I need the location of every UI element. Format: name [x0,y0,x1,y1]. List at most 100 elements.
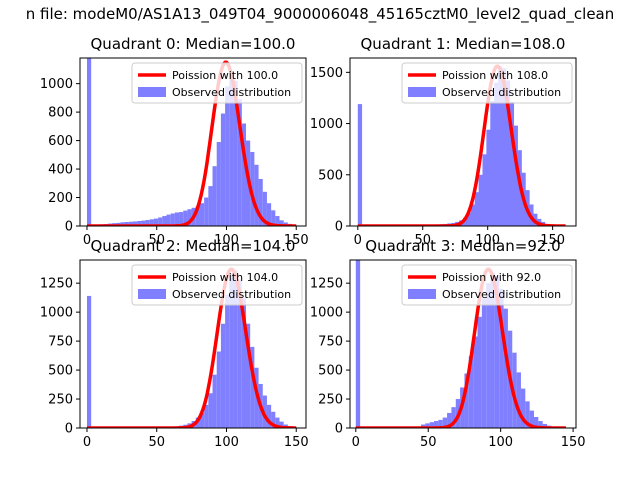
legend-label-observed: Observed distribution [172,86,291,99]
histogram-bar [482,154,487,226]
histogram-bar [246,323,251,428]
histogram-bar [451,407,456,428]
legend-patch-swatch [408,289,436,299]
histogram-bar [494,276,500,428]
quadrant-2-panel: Quadrant 2: Median=104.0 0 50 100 150 0 250 500… [40,237,309,450]
quadrant-1-panel: Quadrant 1: Median=108.00 50 100 1500500100… [310,35,577,248]
y-tick-label: 200 [48,191,73,206]
histogram-bar [233,80,238,226]
y-tick-label: 0 [65,220,73,235]
histogram-bar [183,210,188,226]
histogram-bar [179,212,184,226]
legend: Poission with 92.0 Observed distribution [401,264,573,306]
histogram-bar [494,82,499,226]
legend-label-observed: Observed distribution [442,86,561,99]
histogram-bar [425,423,430,428]
x-tick-label: 50 [148,233,165,248]
x-tick-label: 0 [83,233,91,248]
poisson-curve [357,64,567,226]
histogram-bar [262,395,267,428]
histogram-bar [533,416,539,428]
x-tick-label: 50 [414,233,431,248]
histogram-bar [279,220,284,226]
histogram-bar [199,203,205,226]
histogram-bar [355,260,361,428]
histogram-bar [133,221,138,226]
histogram-bar [145,220,150,226]
histogram-bar [208,393,213,428]
quadrant-0-panel: Quadrant 0: Median=100.0 0 50 100 150 0 200 400… [40,35,309,248]
y-tick-label: 1500 [310,66,343,81]
x-tick-label: 150 [284,233,309,248]
histogram-bar [266,203,272,226]
legend-box [401,62,573,104]
quadrant-3-panel: Quadrant 3: Median=92.0 0 50 100 150 0 250 500 7… [310,237,586,450]
plot-area [86,267,297,428]
histogram-bar [499,288,504,428]
legend: Poission with 108.0 Observed distribution [401,62,573,104]
histogram-bar [279,421,284,428]
histogram-bar [520,388,526,428]
y-tick-label: 1250 [310,277,343,292]
y-tick-label: 500 [318,168,343,183]
histogram-bar [128,221,134,226]
y-tick-label: 500 [318,364,343,379]
histogram-bar [141,220,146,226]
histogram-bar [516,372,521,428]
histogram-bar [195,206,200,226]
y-tick-label: 1000 [310,117,343,132]
y-tick-label: 0 [335,422,343,437]
x-tick-label: 0 [354,233,362,248]
histogram-bar [258,179,263,226]
legend-box [131,264,303,306]
histogram-bar [204,404,209,428]
y-tick-label: 600 [48,134,73,149]
histogram-bar [254,164,259,226]
x-tick-label: 50 [148,435,165,450]
histogram-bar [275,216,280,226]
histogram-bar [153,218,159,226]
legend-label-observed: Observed distribution [172,288,291,301]
histogram-bar [538,421,543,428]
y-tick-label: 800 [48,106,73,121]
histogram-bar [481,298,487,428]
y-tick-label: 750 [48,335,73,350]
histogram-bar [170,213,175,226]
poisson-curve [355,267,567,428]
poisson-curve [86,60,297,226]
legend-label-poisson: Poission with 92.0 [442,271,541,284]
histogram-bar [233,270,238,428]
x-tick-label: 150 [284,435,309,450]
x-tick-label: 100 [488,435,513,450]
axes-frame [79,259,307,429]
y-tick-label: 0 [65,422,73,437]
poisson-curve [86,267,297,428]
histogram-bar [486,283,491,428]
histogram-bar [490,272,495,428]
histogram-bar [429,422,435,428]
histogram-bar [212,166,217,226]
panel-title: Quadrant 0: Median=100.0 [91,35,296,53]
legend-label-observed: Observed distribution [442,288,561,301]
histogram-bar [505,80,511,226]
histogram-bar [498,66,503,226]
legend-box [401,264,573,306]
histogram-bar [438,419,443,428]
histogram-bar [474,192,479,226]
y-tick-label: 1250 [40,277,73,292]
histogram-bar [187,209,192,226]
histogram-bar [266,404,272,428]
histogram-bar [470,204,476,226]
x-tick-label: 50 [420,435,437,450]
y-tick-label: 1000 [40,306,73,321]
histogram-bar [513,125,518,226]
plot-area [357,64,567,226]
histogram-bar [86,295,92,428]
histogram-bar [357,104,363,226]
histogram-bar [237,99,242,226]
histogram-bar [442,417,448,428]
legend-box [131,62,303,104]
histogram-bar [229,75,234,226]
histogram-bar [216,142,221,226]
histogram-bar [137,221,142,226]
